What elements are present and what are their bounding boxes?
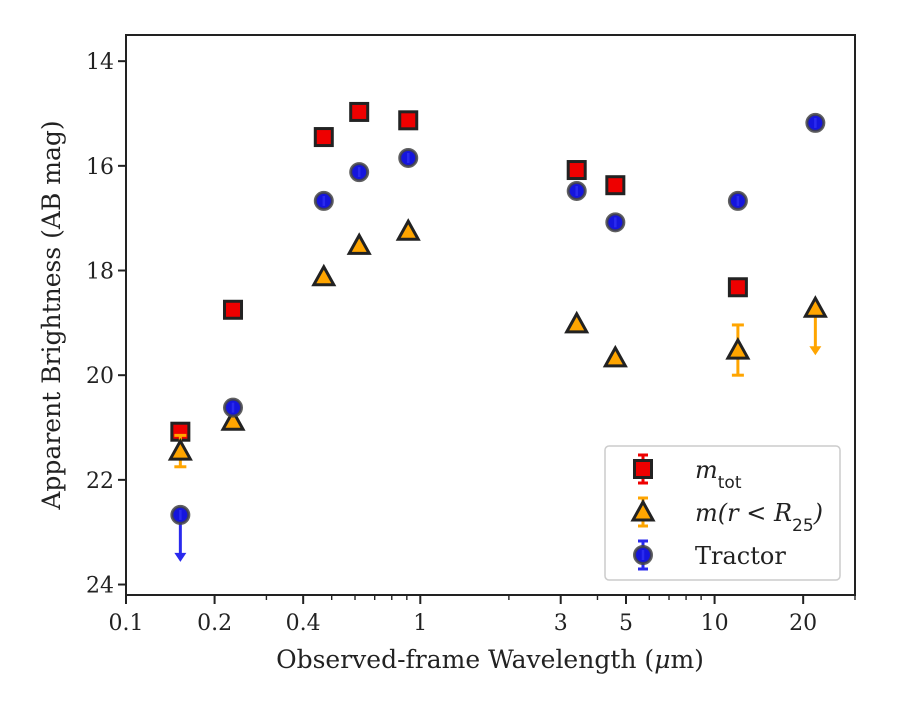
triangle-point: [725, 336, 751, 360]
y-tick-label: 18: [86, 260, 114, 285]
legend-label: m(r < R25): [695, 499, 823, 536]
series-triangle: [167, 218, 828, 469]
x-tick-label: 1: [413, 611, 427, 636]
y-tick-label: 14: [86, 50, 114, 75]
upper-limit-arrow-head: [174, 552, 187, 562]
series-square: [170, 101, 748, 442]
triangle-point: [220, 408, 246, 431]
triangle-point: [311, 263, 337, 287]
triangle-point: [564, 310, 590, 334]
legend-circle-marker: [633, 545, 653, 565]
x-tick-label: 0.4: [286, 611, 321, 636]
y-tick-label: 24: [86, 574, 114, 599]
triangle-point: [602, 344, 628, 368]
circle-point: [398, 147, 419, 168]
circle-point: [605, 212, 626, 233]
x-tick-label: 10: [701, 611, 729, 636]
circle-point: [313, 190, 334, 211]
upper-limit-arrow-head: [809, 346, 822, 356]
legend: mtot m(r < R25) Tractor: [604, 445, 841, 581]
triangle-point: [167, 437, 193, 461]
circle-point: [805, 112, 826, 133]
x-tick-label: 0.2: [197, 611, 232, 636]
legend-entry: Tractor: [633, 539, 786, 571]
series-circle: [170, 112, 826, 562]
circle-point: [349, 162, 370, 183]
data-points: [167, 101, 828, 562]
legend-label: mtot: [695, 456, 742, 493]
x-tick-label: 20: [789, 611, 817, 636]
triangle-point: [346, 232, 372, 255]
x-axis-label: Observed-frame Wavelength (μm): [276, 645, 704, 674]
legend-entry: m(r < R25): [630, 496, 823, 536]
axis-ticks: 14 16 18 20 22 24 0.1 0.2 0.4 1 3 5 10 20: [86, 50, 856, 636]
x-tick-label: 5: [619, 611, 633, 636]
circle-point: [170, 504, 191, 525]
x-tick-label: 3: [554, 611, 568, 636]
legend-entry: mtot: [633, 453, 742, 493]
y-tick-label: 22: [86, 469, 114, 494]
legend-label: Tractor: [695, 542, 786, 570]
y-tick-label: 16: [86, 155, 114, 180]
legend-box: [604, 445, 841, 581]
plot-frame: [125, 34, 856, 596]
x-tick-label: 0.1: [109, 611, 144, 636]
legend-triangle-marker: [630, 498, 656, 522]
triangle-point: [802, 295, 828, 318]
circle-point: [223, 397, 244, 418]
y-tick-label: 20: [86, 364, 114, 389]
legend-square-marker: [633, 459, 653, 479]
triangle-point: [395, 218, 421, 241]
y-axis-label: Apparent Brightness (AB mag): [37, 120, 66, 510]
circle-point: [566, 180, 587, 201]
circle-point: [727, 190, 748, 211]
